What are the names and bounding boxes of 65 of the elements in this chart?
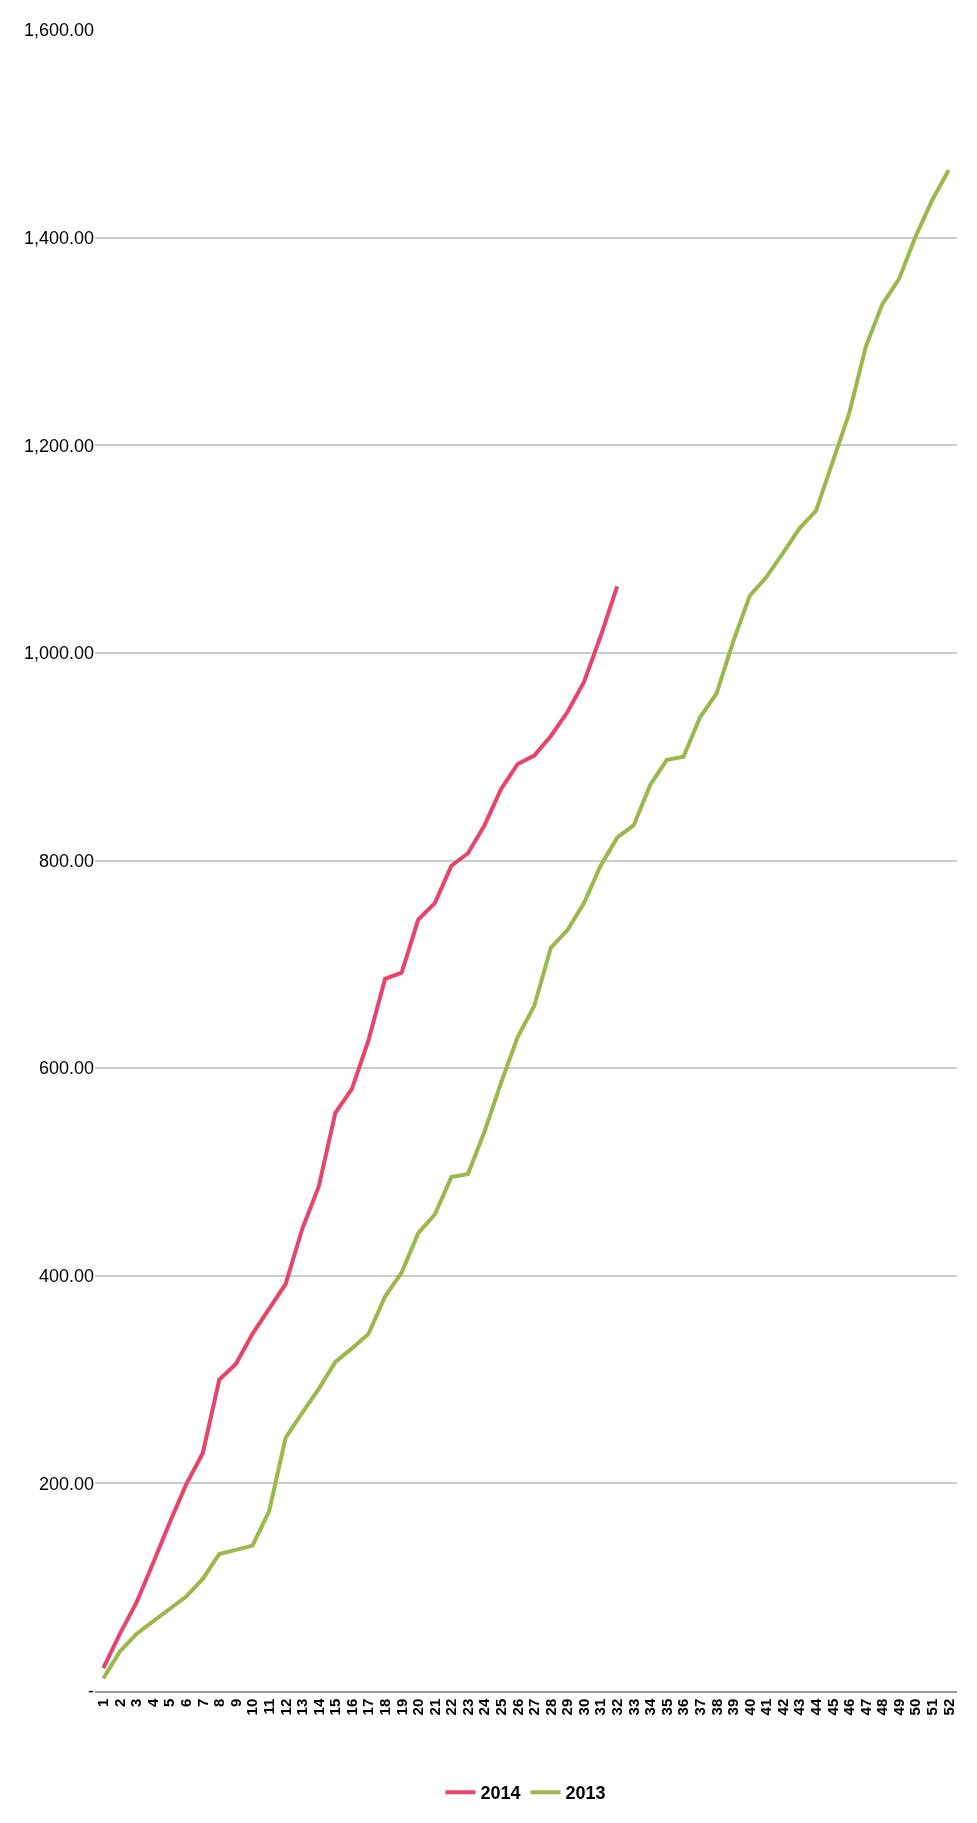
- x-tick-label: 36: [674, 1698, 692, 1716]
- x-tick-label: 41: [757, 1698, 775, 1716]
- x-tick-label: 48: [873, 1698, 891, 1716]
- x-tick-label: 25: [492, 1698, 510, 1716]
- y-tick-label: -: [88, 1681, 94, 1702]
- y-tick-label: 1,600.00: [23, 20, 94, 41]
- x-tick-label: 34: [641, 1698, 659, 1716]
- x-tick-label: 27: [525, 1698, 543, 1716]
- x-tick-label: 47: [856, 1698, 874, 1716]
- line-series: [101, 584, 620, 1671]
- x-tick-label: 37: [690, 1698, 708, 1716]
- x-tick-label: 9: [226, 1698, 244, 1708]
- x-tick-label: 6: [177, 1698, 195, 1708]
- y-tick-label: 800.00: [38, 850, 94, 871]
- x-tick-label: 49: [889, 1698, 907, 1716]
- x-tick-label: 1: [94, 1698, 112, 1708]
- x-tick-label: 10: [243, 1698, 261, 1716]
- x-tick-label: 45: [823, 1698, 841, 1716]
- x-tick-label: 16: [342, 1698, 360, 1716]
- legend-label: 2013: [565, 1783, 606, 1804]
- x-tick-label: 7: [193, 1698, 211, 1708]
- x-tick-label: 33: [624, 1698, 642, 1716]
- x-tick-label: 11: [259, 1698, 277, 1715]
- y-tick-label: 1,200.00: [23, 435, 94, 456]
- x-tick-label: 42: [773, 1698, 791, 1716]
- x-tick-label: 38: [707, 1698, 725, 1716]
- line-series: [101, 168, 951, 1681]
- x-tick-label: 8: [210, 1698, 228, 1708]
- x-tick-label: 40: [740, 1698, 758, 1716]
- legend-label: 2014: [480, 1783, 521, 1804]
- x-tick-label: 26: [508, 1698, 526, 1716]
- x-tick-label: 50: [906, 1698, 924, 1716]
- x-tick-label: 21: [425, 1698, 443, 1716]
- y-tick-label: 1,400.00: [23, 227, 94, 248]
- x-tick-label: 32: [608, 1698, 626, 1716]
- x-tick-label: 46: [840, 1698, 858, 1716]
- x-tick-label: 24: [475, 1698, 493, 1716]
- x-tick-label: 29: [558, 1698, 576, 1716]
- x-tick-label: 15: [326, 1698, 344, 1716]
- x-tick-label: 39: [724, 1698, 742, 1716]
- x-tick-label: 31: [591, 1698, 609, 1716]
- x-tick-label: 18: [375, 1698, 393, 1716]
- x-tick-label: 43: [790, 1698, 808, 1716]
- x-tick-label: 22: [442, 1698, 460, 1716]
- x-tick-label: 52: [939, 1698, 957, 1716]
- x-tick-label: 14: [309, 1698, 327, 1716]
- x-tick-label: 23: [458, 1698, 476, 1716]
- x-tick-label: 28: [541, 1698, 559, 1716]
- x-tick-label: 30: [574, 1698, 592, 1716]
- x-tick-label: 3: [127, 1698, 145, 1708]
- x-tick-label: 51: [923, 1698, 941, 1716]
- x-tick-label: 13: [293, 1698, 311, 1716]
- x-tick-label: 19: [392, 1698, 410, 1716]
- y-tick-label: 1,000.00: [23, 643, 94, 664]
- x-tick-label: 4: [143, 1698, 161, 1708]
- x-tick-label: 44: [806, 1698, 824, 1716]
- y-tick-label: 200.00: [38, 1473, 94, 1494]
- x-tick-label: 35: [657, 1698, 675, 1716]
- x-tick-label: 12: [276, 1698, 294, 1716]
- y-tick-label: 400.00: [38, 1266, 94, 1287]
- x-tick-label: 17: [359, 1698, 377, 1716]
- x-tick-label: 20: [409, 1698, 427, 1716]
- x-tick-label: 2: [110, 1698, 128, 1708]
- y-tick-label: 600.00: [38, 1058, 94, 1079]
- x-tick-label: 5: [160, 1698, 178, 1708]
